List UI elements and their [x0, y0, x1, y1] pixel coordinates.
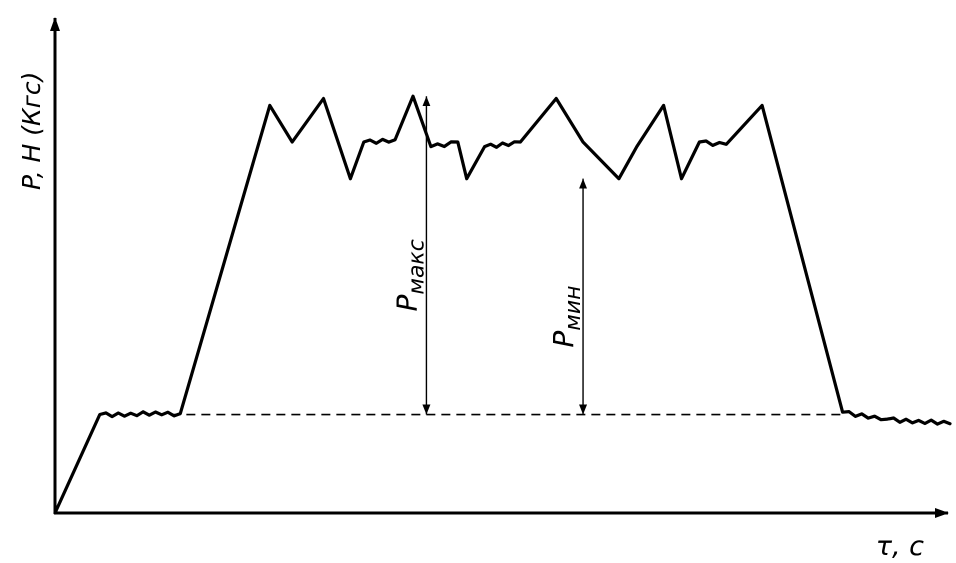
y-axis-label: P, Н (Кгс): [17, 72, 46, 190]
x-axis-label: τ, с: [876, 531, 924, 562]
annotations: Pмакс Pмин: [390, 96, 588, 415]
annotation-label-max: Pмакс: [390, 239, 429, 311]
series-line: [53, 94, 952, 515]
annotation-label-min: Pмин: [547, 286, 586, 348]
